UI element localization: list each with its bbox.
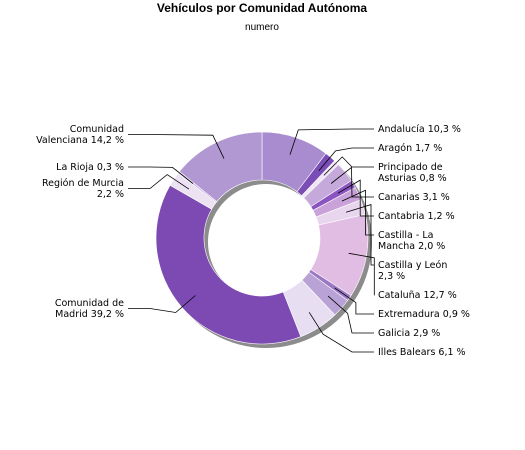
label-illes-balears: Illes Balears 6,1 % [378, 347, 466, 358]
leader-canarias [330, 166, 374, 198]
label-castilla-la-mancha: Castilla - La Mancha 2,0 % [378, 230, 445, 252]
leader-principado-de-asturias [323, 156, 374, 176]
slice-comunidad-de-madrid [155, 184, 302, 345]
label-la-rioja: La Rioja 0,3 % [56, 162, 124, 173]
leader-illes-balears [308, 312, 374, 353]
chart-title: Vehículos por Comunidad Autónoma [157, 1, 368, 15]
leader-castilla-la-mancha [341, 189, 374, 236]
label-principado-de-asturias: Principado de Asturias 0,8 % [378, 162, 447, 184]
leader-comunidad-de-madrid [128, 295, 196, 313]
chart-subtitle: numero [245, 22, 279, 33]
leader-andalucia [289, 128, 374, 155]
leader-cataluna [348, 252, 375, 296]
leader-region-de-murcia [128, 174, 190, 190]
leader-galicia [327, 295, 374, 334]
label-cantabria: Cantabria 1,2 % [378, 211, 455, 222]
leader-castilla-y-leon [345, 204, 374, 266]
label-andalucia: Andalucía 10,3 % [378, 124, 461, 135]
label-comunidad-de-madrid: Comunidad de Madrid 39,2 % [55, 298, 124, 320]
label-region-de-murcia: Región de Murcia 2,2 % [42, 178, 124, 200]
leader-extremadura [334, 287, 374, 315]
label-galicia: Galicia 2,9 % [378, 328, 440, 339]
label-cataluna: Cataluña 12,7 % [378, 290, 457, 301]
leader-la-rioja [128, 166, 194, 184]
label-castilla-y-leon: Castilla y León 2,3 % [378, 260, 447, 282]
leader-comunidad-valenciana [128, 134, 225, 159]
label-comunidad-valenciana: Comunidad Valenciana 14,2 % [36, 124, 124, 146]
leader-cantabria [337, 179, 374, 217]
label-extremadura: Extremadura 0,9 % [378, 309, 470, 320]
label-aragon: Aragón 1,7 % [378, 143, 442, 154]
slice-comunidad-valenciana [178, 131, 263, 203]
label-canarias: Canarias 3,1 % [378, 192, 450, 203]
leader-aragon [318, 147, 374, 172]
